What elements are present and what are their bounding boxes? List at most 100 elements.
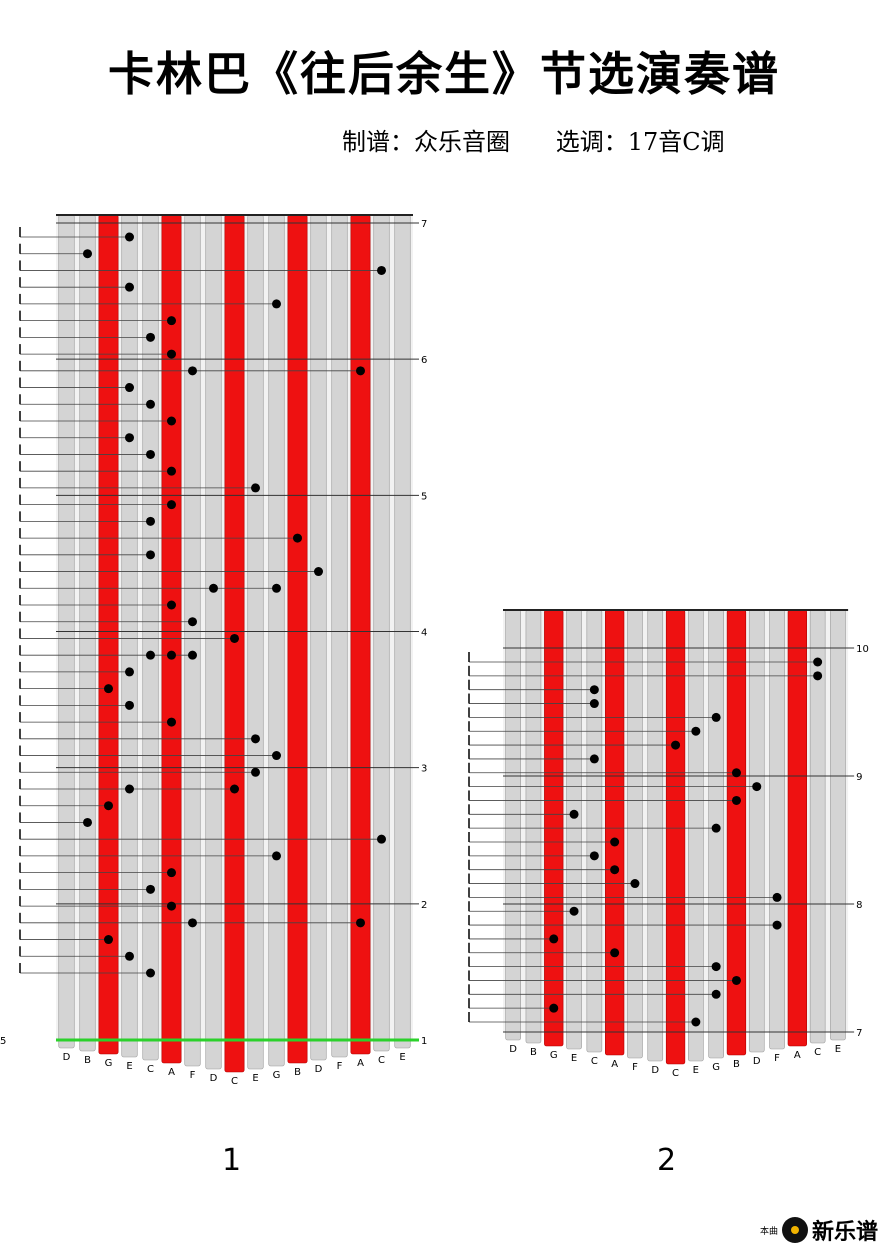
tine-label: C: [591, 1056, 598, 1067]
note-dot: [691, 1017, 701, 1027]
tine: [184, 214, 201, 1067]
note-dot: [377, 834, 386, 844]
note-dot: [146, 449, 155, 459]
note-dot: [146, 884, 155, 894]
note-dot: [209, 583, 218, 593]
tine-label: F: [337, 1061, 343, 1072]
tine-label: G: [550, 1050, 558, 1061]
tine-label: E: [252, 1073, 258, 1084]
page-number-1: 1: [222, 1143, 242, 1178]
measure-number: 8: [856, 900, 862, 911]
tine-label: A: [794, 1050, 801, 1061]
red-tine: [98, 214, 119, 1055]
tine: [205, 214, 222, 1070]
logo-text: 新乐谱: [811, 1220, 878, 1245]
measure-number: 5: [421, 491, 427, 502]
tine-label: D: [63, 1052, 71, 1063]
measure-number: 10: [856, 644, 869, 655]
note-dot: [125, 232, 134, 242]
note-dot: [188, 650, 197, 660]
tine: [310, 214, 327, 1061]
tine: [121, 214, 138, 1058]
note-dot: [731, 975, 741, 985]
measure-number: 2: [421, 900, 427, 911]
tine: [505, 609, 521, 1041]
note-dot: [813, 671, 823, 681]
red-tine: [726, 609, 747, 1056]
tine-label: E: [126, 1061, 132, 1072]
note-dot: [125, 667, 134, 677]
note-dot: [188, 918, 197, 928]
tine-label: C: [147, 1064, 154, 1075]
tine-label: F: [774, 1053, 780, 1064]
tine-label: A: [611, 1059, 618, 1070]
note-dot: [83, 817, 92, 827]
tine-label: A: [357, 1058, 364, 1069]
tine: [830, 609, 846, 1041]
tine-label: E: [571, 1053, 577, 1064]
kalimba-tab-2: D B G E C A F D C E G B D F A C E 10 9 8 7: [468, 609, 869, 1079]
note-dot: [272, 299, 281, 309]
note-dot: [589, 851, 599, 861]
note-dot: [188, 617, 197, 627]
tine: [79, 214, 96, 1052]
tine-label: B: [733, 1059, 740, 1070]
kalimba-tab-1: D B G E C A F D C E G B D F A C E 7 6 5 4 3 2 1 5: [0, 214, 427, 1087]
red-tine: [350, 214, 371, 1055]
logo-small-label: 本曲: [759, 1226, 778, 1237]
note-dot: [630, 879, 640, 889]
red-tine: [605, 609, 625, 1056]
page-subtitle: 制谱：众乐音圈 选调：17音C调: [342, 128, 725, 156]
note-dot: [188, 366, 197, 376]
tine-label: B: [530, 1047, 537, 1058]
tine-label: F: [632, 1062, 638, 1073]
note-dot: [731, 795, 741, 805]
note-dot: [125, 700, 134, 710]
tine-label: F: [190, 1070, 196, 1081]
tine-label: B: [84, 1055, 91, 1066]
tine-label: C: [378, 1055, 385, 1066]
note-dot: [167, 416, 176, 426]
tine-label: C: [814, 1047, 821, 1058]
note-dot: [569, 809, 579, 819]
page-number-2: 2: [657, 1143, 677, 1178]
note-dot: [104, 684, 113, 694]
tine-label: E: [835, 1044, 841, 1055]
tine-label: A: [168, 1067, 175, 1078]
note-dot: [671, 740, 681, 750]
measure-number: 7: [856, 1028, 862, 1039]
note-dot: [272, 583, 281, 593]
note-dot: [711, 712, 721, 722]
site-logo: 本曲 新乐谱: [760, 1214, 878, 1246]
note-dot: [251, 767, 260, 777]
tine-label: D: [509, 1044, 517, 1055]
note-dot: [125, 784, 134, 794]
tine: [647, 609, 664, 1062]
red-tine: [224, 214, 245, 1073]
note-dot: [813, 657, 823, 667]
tine: [586, 609, 603, 1053]
note-dot: [293, 533, 302, 543]
note-dot: [167, 500, 176, 510]
note-dot: [230, 784, 239, 794]
note-dot: [146, 550, 155, 560]
note-dot: [772, 892, 782, 902]
left-marker: 5: [0, 1036, 6, 1047]
note-dot: [356, 366, 365, 376]
red-tine: [665, 609, 686, 1065]
tine-label: G: [105, 1058, 113, 1069]
tine-label: G: [712, 1062, 720, 1073]
tab-panel-2: D B G E C A F D C E G B D F A C E 10 9 8 7: [455, 600, 880, 1095]
record-icon: [781, 1217, 808, 1243]
note-dot: [125, 951, 134, 961]
tine: [268, 214, 285, 1067]
tine-label: C: [672, 1068, 679, 1079]
tine: [373, 214, 390, 1052]
note-dot: [549, 934, 559, 944]
note-dot: [167, 600, 176, 610]
note-dot: [230, 633, 239, 643]
note-dot: [125, 282, 134, 292]
note-dot: [569, 906, 579, 916]
note-dot: [167, 316, 176, 326]
note-dot: [146, 968, 155, 978]
